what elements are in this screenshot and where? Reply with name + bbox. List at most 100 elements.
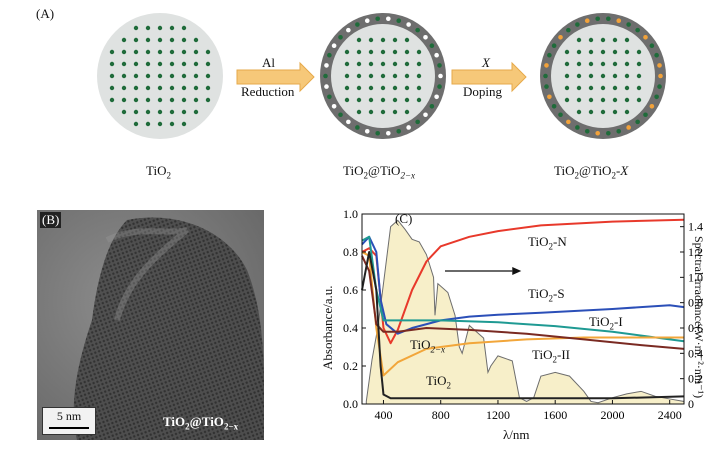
- shell-site: [606, 16, 611, 22]
- shell-site: [635, 119, 640, 125]
- lattice-dot: [356, 61, 362, 67]
- shell-site: [547, 94, 552, 100]
- particle-tio2-tio2-x: [540, 13, 666, 139]
- lattice-dot: [356, 97, 362, 103]
- label-tio2: TiO2: [426, 373, 451, 391]
- lattice-dot: [564, 73, 570, 79]
- right-axis-arrowhead: [512, 267, 522, 275]
- lattice-dot: [380, 61, 386, 67]
- lattice-dot: [205, 97, 211, 103]
- shell-site: [584, 129, 590, 134]
- lattice-dot: [404, 37, 410, 43]
- lattice-dot: [121, 109, 127, 115]
- lattice-dot: [181, 109, 187, 115]
- lattice-dot: [356, 37, 362, 43]
- lattice-dot: [416, 97, 422, 103]
- shell-site: [566, 27, 571, 33]
- lattice-dot: [404, 97, 410, 103]
- lattice-dot: [588, 109, 594, 115]
- shell-site: [566, 119, 571, 125]
- shell-site: [375, 16, 380, 22]
- lattice-dot: [392, 73, 398, 79]
- lattice-dot: [121, 61, 127, 67]
- label-tio2-ii: TiO2-II: [532, 347, 570, 365]
- shell-site: [346, 27, 351, 33]
- lattice-dot: [612, 61, 618, 67]
- shell-site: [331, 103, 337, 109]
- x-tick-label: 2000: [600, 408, 624, 422]
- lattice-dot: [193, 37, 199, 43]
- x-tick-label: 1600: [543, 408, 567, 422]
- lattice-dot: [205, 85, 211, 91]
- shell-site: [355, 125, 360, 130]
- lattice-dot: [169, 37, 175, 43]
- lattice-dot: [600, 85, 606, 91]
- y-tick-label-left: 0.0: [343, 397, 358, 411]
- lattice-dot: [612, 85, 618, 91]
- lattice-dot: [145, 37, 151, 43]
- particle-label-tio2-tio2-x: TiO2@TiO2-X: [554, 163, 629, 181]
- lattice-dot: [588, 49, 594, 55]
- lattice-dot: [368, 61, 374, 67]
- lattice-dot: [145, 61, 151, 67]
- y-tick-label-left: 0.6: [343, 283, 358, 297]
- lattice-dot: [576, 49, 582, 55]
- lattice-dot: [636, 97, 642, 103]
- lattice-dot: [344, 73, 350, 79]
- y-tick-label-right: 0.6: [688, 321, 703, 335]
- y-axis-label-left: Absorbance/a.u.: [320, 285, 335, 370]
- shell-site: [324, 63, 329, 68]
- shell-site: [429, 103, 435, 109]
- y-tick-label-right: 0: [688, 397, 694, 411]
- shell-site: [434, 52, 439, 58]
- y-tick-label-left: 0.2: [343, 359, 358, 373]
- lattice-dot: [624, 109, 630, 115]
- lattice-dot: [368, 37, 374, 43]
- lattice-dot: [588, 61, 594, 67]
- lattice-dot: [380, 85, 386, 91]
- lattice-dot: [157, 25, 163, 31]
- shell-site: [643, 34, 648, 40]
- shell-site: [415, 119, 420, 125]
- lattice-dot: [145, 85, 151, 91]
- shell-site: [654, 52, 659, 58]
- lattice-dot: [121, 85, 127, 91]
- lattice-dot: [576, 85, 582, 91]
- absorbance-chart: 400 800 1200 1600 2000 2400 0.0 0.2 0.4 0.6 0.8 1.0…: [343, 207, 703, 422]
- reduction-arrow: [236, 61, 315, 93]
- lattice-dot: [600, 97, 606, 103]
- lattice-dot: [109, 73, 115, 79]
- lattice-dot: [121, 97, 127, 103]
- y-tick-label-left: 0.8: [343, 245, 358, 259]
- x-tick-label: 400: [374, 408, 392, 422]
- lattice-dot: [624, 49, 630, 55]
- shell-site: [415, 27, 420, 33]
- lattice-dot: [392, 49, 398, 55]
- shell-site: [386, 130, 391, 136]
- lattice-dot: [205, 61, 211, 67]
- y-tick-label-right: 1.2: [688, 245, 703, 259]
- lattice-dot: [145, 73, 151, 79]
- shell-site: [324, 84, 329, 89]
- lattice-dot: [404, 61, 410, 67]
- shell-site: [406, 22, 411, 27]
- label-tio2-n: TiO2-N: [528, 234, 567, 252]
- shell-site: [396, 129, 402, 134]
- shell-site: [584, 18, 590, 23]
- shell-site: [386, 16, 391, 22]
- y-axis-label-right: Spectral irradiance(W·m⁻²·nm⁻¹): [692, 236, 706, 399]
- y-tick-label-left: 0.4: [343, 321, 358, 335]
- lattice-dot: [169, 73, 175, 79]
- lattice-dot: [588, 85, 594, 91]
- lattice-dot: [588, 37, 594, 43]
- lattice-dot: [157, 85, 163, 91]
- shell-site: [323, 73, 328, 79]
- lattice-dot: [344, 85, 350, 91]
- lattice-dot: [624, 73, 630, 79]
- y-tick-label-right: 0.8: [688, 296, 703, 310]
- series-line-tio2-s: [361, 235, 685, 335]
- label-tio2-x: TiO2−x: [410, 337, 446, 355]
- lattice-dot: [193, 97, 199, 103]
- shell-site: [396, 18, 402, 23]
- shell-site: [626, 22, 631, 27]
